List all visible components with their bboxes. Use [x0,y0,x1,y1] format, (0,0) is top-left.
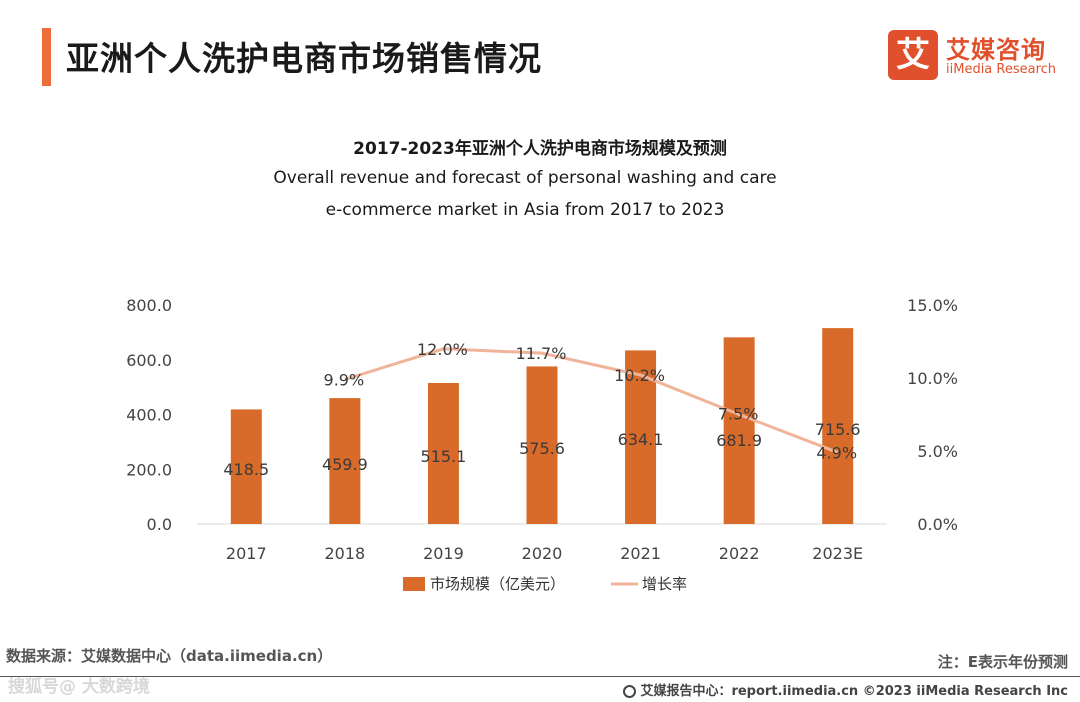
footer-text: 艾媒报告中心：report.iimedia.cn ©2023 iiMedia R… [640,684,1068,699]
bar-value-label: 459.9 [322,455,368,474]
globe-icon [623,685,637,698]
footer: 艾媒报告中心：report.iimedia.cn ©2023 iiMedia R… [623,680,1068,699]
chart-title: 2017-2023年亚洲个人洗护电商市场规模及预测 [353,139,727,159]
growth-label: 11.7% [516,344,567,363]
chart-subtitle-line2: e-commerce market in Asia from 2017 to 2… [325,200,725,220]
growth-label: 4.9% [816,443,857,462]
bar-value-label: 575.6 [519,439,565,458]
logo-mark: 艾 [888,30,938,80]
y2-tick-label: 10.0% [907,369,958,388]
bar [723,337,755,524]
growth-label: 10.2% [614,366,665,385]
bar-value-label: 634.1 [618,430,664,449]
x-tick-label: 2017 [226,544,267,563]
data-source: 数据来源：艾媒数据中心（data.iimedia.cn） [6,647,333,665]
y-tick-label: 600.0 [126,351,172,370]
growth-label: 7.5% [718,405,759,424]
bar-value-label: 715.6 [815,420,861,439]
growth-line [344,347,839,454]
legend-swatch-bar [403,577,425,591]
y2-tick-label: 0.0% [917,515,958,534]
bar-value-label: 681.9 [716,431,762,450]
x-tick-label: 2020 [522,544,563,563]
y-tick-label: 200.0 [126,460,172,479]
bar [427,382,459,524]
chart-subtitle-line1: Overall revenue and forecast of personal… [273,168,777,188]
forecast-note: 注：E表示年份预测 [937,653,1068,671]
x-tick-label: 2019 [423,544,464,563]
y2-tick-label: 5.0% [917,442,958,461]
bar [329,398,361,524]
y-tick-label: 0.0 [147,515,172,534]
y-tick-label: 400.0 [126,406,172,425]
x-tick-label: 2023E [812,544,863,563]
footer-divider [0,676,1080,677]
x-tick-label: 2021 [620,544,661,563]
growth-label: 12.0% [417,340,468,359]
x-tick-label: 2018 [324,544,365,563]
y-tick-label: 800.0 [126,296,172,315]
logo-name-cn: 艾媒咨询 [946,36,1046,64]
bar [526,366,558,524]
growth-label: 9.9% [324,370,365,389]
page-title: 亚洲个人洗护电商市场销售情况 [66,39,542,78]
title-accent-bar [42,28,51,86]
legend-label-line: 增长率 [642,575,687,593]
bar [230,409,262,524]
x-tick-label: 2022 [719,544,760,563]
y2-tick-label: 15.0% [907,296,958,315]
logo-name-en: iiMedia Research [946,62,1057,77]
brand-logo: 艾 艾媒咨询 iiMedia Research [888,30,1063,82]
bar [822,328,854,524]
watermark: 搜狐号@ 大数跨境 [8,677,150,697]
bar-value-label: 515.1 [421,447,467,466]
bar-value-label: 418.5 [223,460,269,479]
legend-label-bar: 市场规模（亿美元） [430,575,565,593]
